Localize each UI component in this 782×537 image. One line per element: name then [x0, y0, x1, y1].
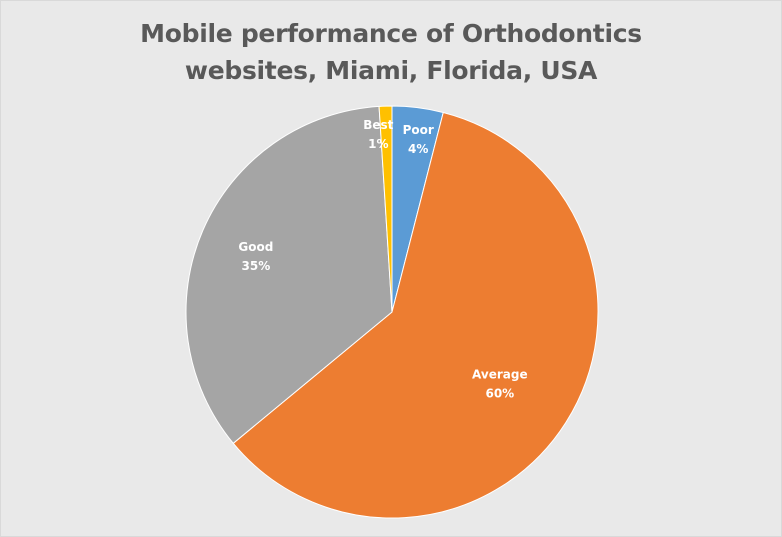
- slice-percent-good: 35%: [242, 259, 271, 273]
- slice-percent-best: 1%: [368, 137, 388, 151]
- slice-label-best: Best 1%: [363, 118, 393, 151]
- slice-name-good: Good: [238, 240, 273, 254]
- pie-slice-best: [378, 105, 393, 313]
- pie-labels: Poor 4% Average 60% Good 35% Best 1%: [238, 118, 527, 401]
- pie-slice-good: [185, 105, 393, 445]
- chart-title-line-1: Mobile performance of Orthodontics: [140, 19, 642, 48]
- slice-name-poor: Poor: [403, 123, 434, 137]
- pie-slices: [185, 105, 599, 519]
- slice-percent-poor: 4%: [408, 142, 428, 156]
- slice-percent-average: 60%: [485, 386, 514, 400]
- slice-label-average: Average 60%: [472, 367, 528, 400]
- slice-label-poor: Poor 4%: [403, 123, 434, 156]
- chart-title-line-2: websites, Miami, Florida, USA: [184, 56, 598, 85]
- chart-title: Mobile performance of Orthodontics websi…: [1, 15, 781, 89]
- slice-label-good: Good 35%: [238, 240, 273, 273]
- slice-name-average: Average: [472, 367, 528, 381]
- slice-name-best: Best: [363, 118, 393, 132]
- pie-slice-average: [232, 111, 599, 519]
